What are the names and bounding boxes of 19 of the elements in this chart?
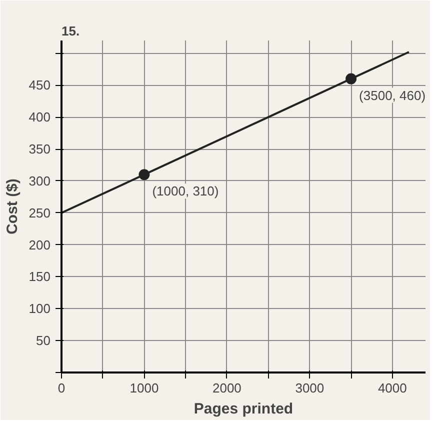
text: 15. <box>62 24 80 38</box>
x-tick-label: 2000 <box>212 380 242 396</box>
y-tick-label: 150 <box>28 269 51 284</box>
x-tick-label: 1000 <box>130 380 159 396</box>
y-axis-title: Cost ($) <box>4 178 21 234</box>
y-tick-label: 350 <box>28 142 51 157</box>
y-tick-label: 200 <box>28 237 51 252</box>
x-tick-label: 0 <box>58 380 66 396</box>
y-tick-label: 50 <box>36 333 51 348</box>
y-tick-label: 400 <box>28 110 51 125</box>
x-axis-title: Pages printed <box>194 400 294 418</box>
y-tick-label: 250 <box>28 205 51 220</box>
x-tick-label: 4000 <box>378 380 407 396</box>
y-tick-label: 300 <box>28 173 51 188</box>
y-tick-label: 450 <box>28 78 51 93</box>
x-tick-label: 3000 <box>295 380 324 396</box>
annotation: (3500, 460) <box>359 88 426 103</box>
annotation: (1000, 310) <box>152 184 219 199</box>
y-tick-label: 100 <box>28 301 51 316</box>
